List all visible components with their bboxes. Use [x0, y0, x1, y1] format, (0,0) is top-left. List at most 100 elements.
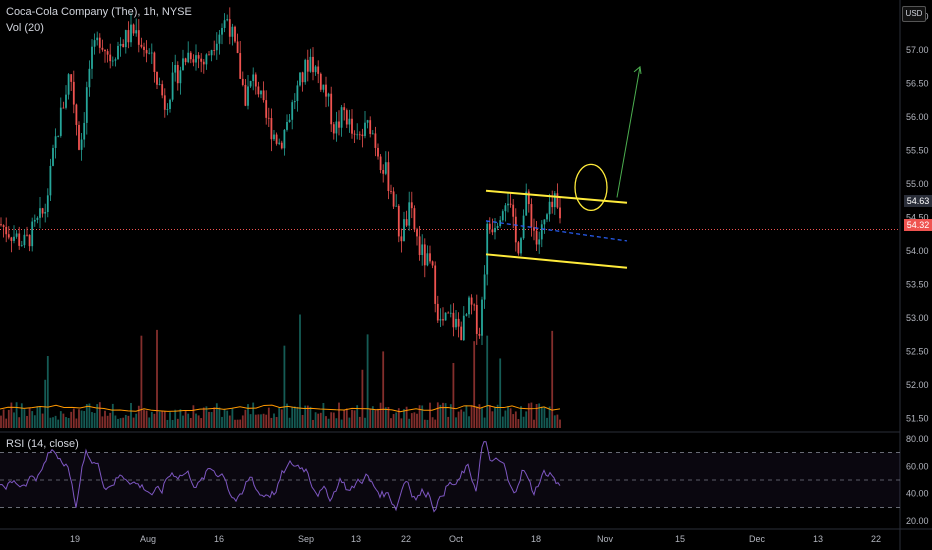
volume-bar	[54, 415, 57, 428]
time-tick-label: 22	[871, 534, 881, 544]
volume-bar	[156, 329, 158, 428]
volume-bar	[124, 414, 127, 428]
volume-bar	[132, 417, 135, 428]
volume-bar	[559, 419, 561, 428]
price-tick-label: 51.50	[906, 413, 929, 423]
volume-bar	[351, 409, 353, 428]
candle-body	[335, 121, 338, 134]
candle-body	[182, 58, 184, 71]
price-tick-label: 56.50	[906, 79, 929, 89]
candle-body	[356, 134, 359, 136]
candle-body	[468, 297, 470, 315]
volume-bar	[161, 410, 164, 428]
candle-body	[275, 134, 278, 144]
candle-body	[283, 129, 286, 149]
candle-body	[460, 326, 463, 341]
breakout-circle	[574, 163, 608, 212]
candle-body	[117, 45, 119, 60]
candle-body	[13, 236, 15, 241]
candle-body	[403, 219, 405, 242]
candle-body	[431, 261, 434, 266]
volume-bar	[390, 418, 392, 428]
candle-body	[210, 50, 213, 56]
symbol-legend[interactable]: Coca-Cola Company (The), 1h, NYSE	[6, 6, 192, 18]
candle-body	[143, 46, 145, 51]
price-axis-panel	[900, 0, 932, 550]
volume-bar	[348, 417, 351, 428]
volume-bar	[213, 407, 216, 428]
time-tick-label: Oct	[449, 534, 464, 544]
candle-body	[452, 312, 455, 328]
volume-bar	[392, 414, 395, 428]
candle-body	[288, 119, 291, 122]
candle-body	[507, 203, 509, 206]
volume-bar	[384, 407, 387, 428]
price-tick-label: 52.00	[906, 380, 929, 390]
volume-bar	[119, 418, 122, 428]
volume-bar	[189, 417, 192, 428]
volume-bar	[249, 414, 252, 428]
volume-bar	[548, 406, 551, 428]
rsi-legend[interactable]: RSI (14, close)	[6, 438, 79, 450]
time-tick-label: Dec	[749, 534, 766, 544]
volume-bar	[423, 419, 426, 428]
volume-bar	[374, 410, 377, 428]
candle-body	[260, 90, 262, 95]
volume-bar	[13, 412, 15, 428]
rsi-tick-label: 80.00	[906, 434, 929, 444]
candle-body	[447, 312, 450, 314]
candle-body	[104, 49, 106, 52]
volume-bar	[382, 351, 385, 428]
target-arrowhead	[633, 65, 642, 74]
currency-button[interactable]: USD	[902, 6, 926, 22]
candle-body	[421, 244, 424, 256]
volume-bar	[527, 403, 530, 428]
volume-bar	[525, 411, 528, 428]
candle-body	[202, 61, 205, 65]
candle-body	[374, 133, 377, 148]
rsi-tick-label: 60.00	[906, 461, 929, 471]
candle-body	[358, 134, 361, 136]
volume-legend[interactable]: Vol (20)	[6, 22, 44, 34]
volume-bar	[231, 408, 234, 428]
candle-body	[33, 219, 36, 222]
candle-body	[501, 211, 504, 221]
volume-bar	[0, 415, 2, 428]
candle-body	[265, 100, 268, 118]
volume-bar	[403, 409, 405, 428]
candle-body	[543, 219, 546, 225]
volume-bar	[504, 410, 507, 428]
volume-bar	[494, 407, 496, 428]
volume-bar	[127, 415, 130, 428]
rsi-tick-label: 20.00	[906, 516, 929, 526]
candle-body	[384, 162, 387, 174]
price-tick-label: 54.50	[906, 213, 929, 223]
time-tick-label: 15	[675, 534, 685, 544]
volume-bar	[273, 413, 275, 428]
candle-body	[551, 201, 554, 208]
candle-body	[257, 86, 260, 95]
time-tick-label: 18	[531, 534, 541, 544]
candle-body	[49, 165, 52, 196]
volume-bar	[543, 406, 546, 428]
candle-body	[504, 205, 507, 212]
volume-bar	[2, 409, 5, 428]
volume-bar	[5, 418, 8, 428]
volume-bar	[26, 415, 28, 428]
volume-bar	[405, 406, 408, 428]
candle-body	[145, 50, 148, 54]
volume-bar	[184, 411, 187, 428]
volume-bar	[304, 405, 307, 428]
volume-bar	[202, 407, 205, 428]
volume-bar	[491, 411, 494, 428]
candle-body	[213, 50, 216, 51]
candle-body	[325, 84, 327, 97]
candle-body	[525, 191, 528, 216]
volume-bar	[293, 406, 296, 428]
candle-body	[46, 195, 49, 212]
candle-body	[530, 204, 533, 228]
candle-body	[223, 20, 226, 28]
candle-body	[44, 211, 47, 214]
volume-bar	[270, 417, 273, 428]
